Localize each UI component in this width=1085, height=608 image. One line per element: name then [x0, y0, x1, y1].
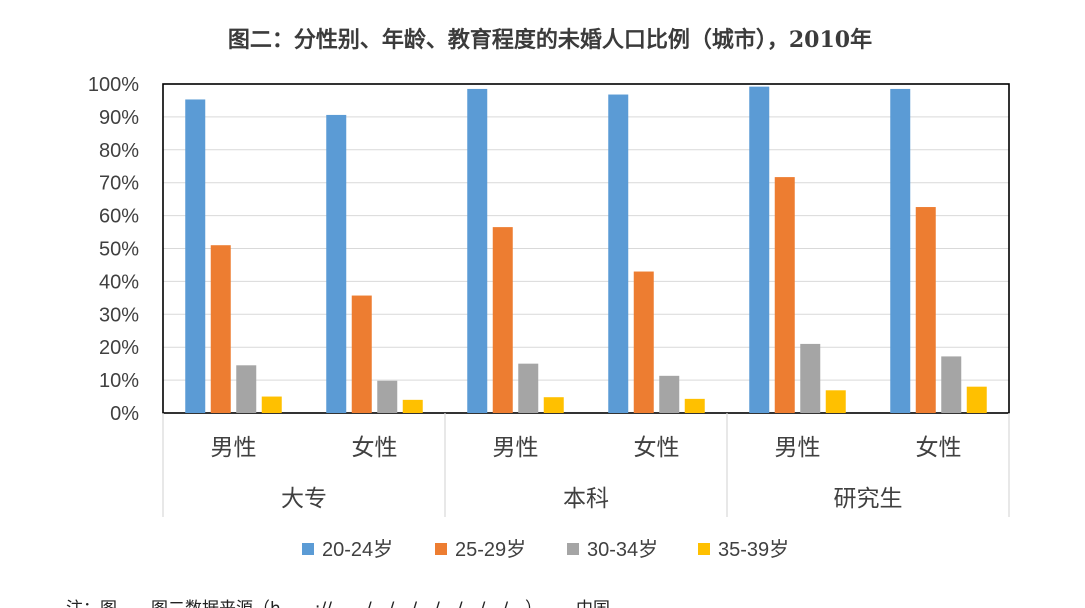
- bar: [890, 88, 911, 413]
- bar: [185, 99, 206, 413]
- education-label: 大专: [281, 486, 327, 512]
- gridlines: [162, 83, 1010, 414]
- bar: [518, 363, 539, 413]
- plot-border: [162, 83, 1010, 414]
- bar: [659, 375, 680, 413]
- bar: [749, 86, 770, 413]
- legend-label: 30-34岁: [587, 538, 658, 561]
- bar: [402, 399, 423, 413]
- bar: [633, 271, 654, 413]
- y-tick-label: 70%: [99, 173, 139, 195]
- chart-title: 图二：分性别、年龄、教育程度的未婚人口比例（城市），2010年: [228, 27, 872, 53]
- legend-swatch: [435, 543, 447, 555]
- bar: [492, 227, 513, 413]
- bar: [915, 207, 936, 413]
- legend: 20-24岁 25-29岁 30-34岁 35-39岁: [302, 538, 789, 561]
- bar: [774, 177, 795, 413]
- sex-label: 女性: [352, 435, 398, 461]
- education-label: 研究生: [834, 486, 903, 512]
- legend-swatch: [567, 543, 579, 555]
- sex-label: 男性: [211, 435, 257, 461]
- legend-label: 35-39岁: [718, 538, 789, 561]
- bar: [543, 397, 564, 413]
- source-note: 注：图……图二数据来源（h……://……/…/…/…/…/…/…/…）……中国: [66, 599, 610, 608]
- legend-label: 25-29岁: [455, 538, 526, 561]
- y-tick-label: 30%: [99, 304, 139, 326]
- y-tick-label: 90%: [99, 107, 139, 129]
- legend-swatch: [302, 543, 314, 555]
- legend-swatch: [698, 543, 710, 555]
- y-tick-label: 0%: [110, 403, 139, 425]
- bar: [941, 356, 962, 413]
- bar: [377, 380, 398, 413]
- bar: [800, 343, 821, 413]
- y-tick-label: 50%: [99, 239, 139, 261]
- bar: [236, 365, 257, 413]
- y-axis-ticks: 0% 10% 20% 30% 40% 50% 60% 70% 80% 90% 100%: [88, 74, 139, 425]
- sex-label: 男性: [493, 435, 539, 461]
- education-label: 本科: [563, 486, 609, 512]
- bar: [684, 398, 705, 413]
- bar: [467, 88, 488, 413]
- y-tick-label: 20%: [99, 337, 139, 359]
- bar: [326, 114, 347, 414]
- y-tick-label: 80%: [99, 140, 139, 162]
- bar: [210, 245, 231, 413]
- y-tick-label: 40%: [99, 271, 139, 293]
- y-tick-label: 10%: [99, 370, 139, 392]
- sex-label: 女性: [916, 435, 962, 461]
- bar: [351, 295, 372, 413]
- y-tick-label: 60%: [99, 206, 139, 228]
- bar: [966, 386, 987, 413]
- sex-label: 女性: [634, 435, 680, 461]
- y-tick-label: 100%: [88, 74, 139, 96]
- sex-label: 男性: [775, 435, 821, 461]
- bar: [261, 396, 282, 413]
- bars: [185, 86, 987, 414]
- bar: [608, 94, 629, 413]
- legend-label: 20-24岁: [322, 538, 393, 561]
- bar: [825, 390, 846, 413]
